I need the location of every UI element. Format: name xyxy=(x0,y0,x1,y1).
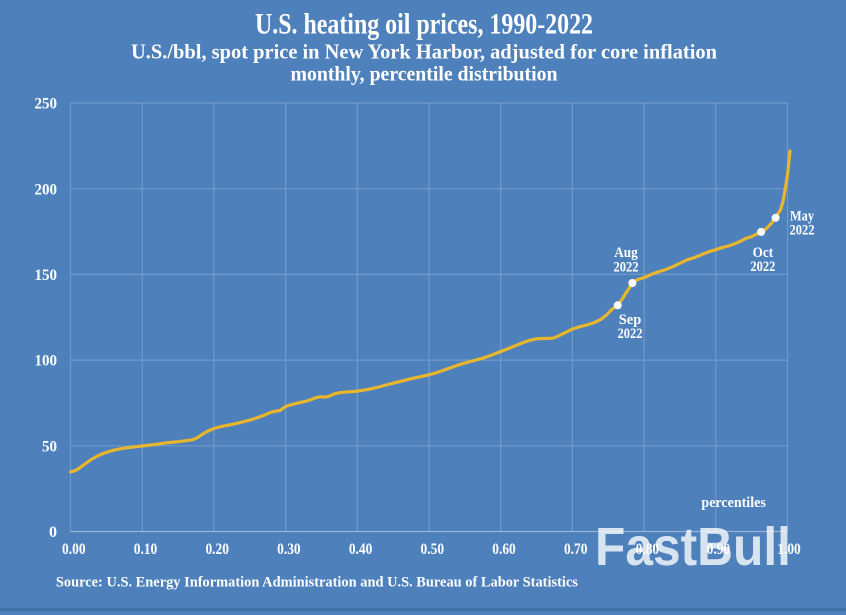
svg-text:0.10: 0.10 xyxy=(134,539,158,558)
svg-text:0.90: 0.90 xyxy=(707,539,731,558)
svg-text:150: 150 xyxy=(35,265,58,284)
svg-text:Oct: Oct xyxy=(753,245,774,261)
svg-text:Aug: Aug xyxy=(614,245,638,261)
svg-text:FastBull: FastBull xyxy=(595,517,791,577)
svg-text:0.60: 0.60 xyxy=(492,539,516,558)
svg-text:Source: U.S. Energy Informatio: Source: U.S. Energy Information Administ… xyxy=(56,575,578,591)
svg-text:U.S. heating oil prices, 1990-: U.S. heating oil prices, 1990-2022 xyxy=(255,7,593,40)
svg-text:2022: 2022 xyxy=(618,326,643,342)
svg-text:250: 250 xyxy=(35,94,58,113)
svg-text:0.70: 0.70 xyxy=(564,539,588,558)
svg-text:0: 0 xyxy=(49,522,57,541)
svg-text:percentiles: percentiles xyxy=(701,495,766,511)
svg-text:0.40: 0.40 xyxy=(349,539,373,558)
svg-text:1.00: 1.00 xyxy=(777,539,801,558)
svg-text:2022: 2022 xyxy=(750,259,775,275)
svg-text:May: May xyxy=(790,209,815,225)
svg-text:0.50: 0.50 xyxy=(421,539,445,558)
svg-text:200: 200 xyxy=(35,179,58,198)
svg-text:0.00: 0.00 xyxy=(62,539,86,558)
svg-text:U.S./bbl, spot price in New Yo: U.S./bbl, spot price in New York Harbor,… xyxy=(131,39,717,63)
svg-text:50: 50 xyxy=(42,436,57,455)
svg-text:2022: 2022 xyxy=(614,260,639,276)
svg-text:0.20: 0.20 xyxy=(205,539,229,558)
svg-text:monthly, percentile distributi: monthly, percentile distribution xyxy=(291,62,558,86)
svg-text:100: 100 xyxy=(35,351,58,370)
svg-text:0.30: 0.30 xyxy=(277,539,301,558)
svg-text:2022: 2022 xyxy=(790,223,815,239)
svg-text:Sep: Sep xyxy=(619,312,642,328)
svg-text:0.80: 0.80 xyxy=(636,539,660,558)
